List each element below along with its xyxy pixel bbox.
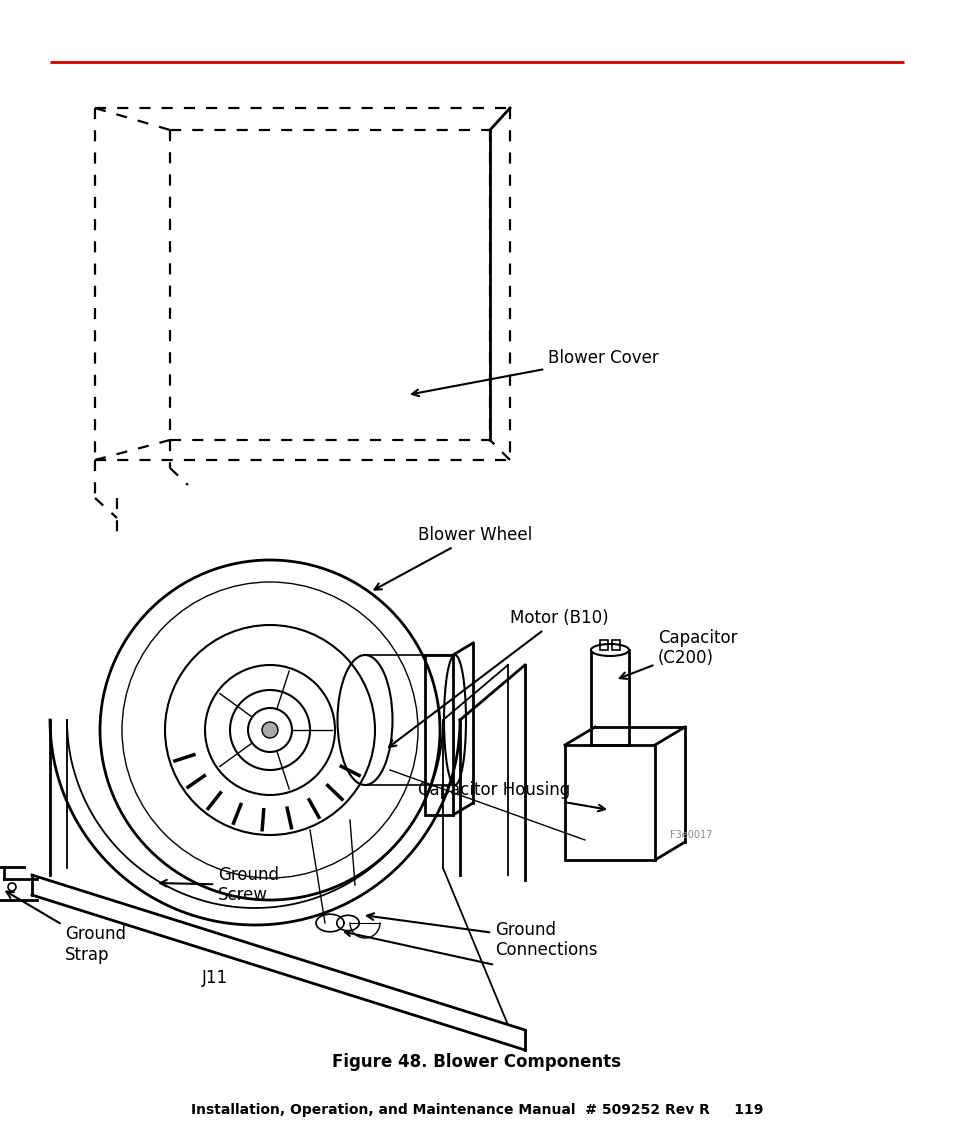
Text: Figure 48. Blower Components: Figure 48. Blower Components — [333, 1053, 620, 1071]
Text: F3e0017: F3e0017 — [669, 830, 712, 840]
Text: Motor (B10): Motor (B10) — [389, 609, 608, 747]
Bar — [564, 745, 655, 860]
Text: Blower Wheel: Blower Wheel — [375, 526, 532, 590]
Bar — [612, 640, 619, 650]
Text: Ground
Screw: Ground Screw — [160, 866, 278, 905]
Text: Capacitor
(C200): Capacitor (C200) — [619, 629, 737, 679]
Text: Ground
Strap: Ground Strap — [7, 892, 126, 964]
Text: Installation, Operation, and Maintenance Manual  # 509252 Rev R     119: Installation, Operation, and Maintenance… — [191, 1103, 762, 1118]
Circle shape — [262, 722, 277, 739]
Ellipse shape — [590, 643, 628, 656]
Bar — [424, 655, 453, 815]
Text: Capacitor Housing: Capacitor Housing — [417, 781, 604, 812]
Bar — [590, 650, 628, 745]
Text: Ground
Connections: Ground Connections — [367, 914, 597, 960]
Text: Blower Cover: Blower Cover — [412, 349, 659, 396]
Text: J11: J11 — [202, 969, 228, 987]
Bar — [599, 640, 607, 650]
